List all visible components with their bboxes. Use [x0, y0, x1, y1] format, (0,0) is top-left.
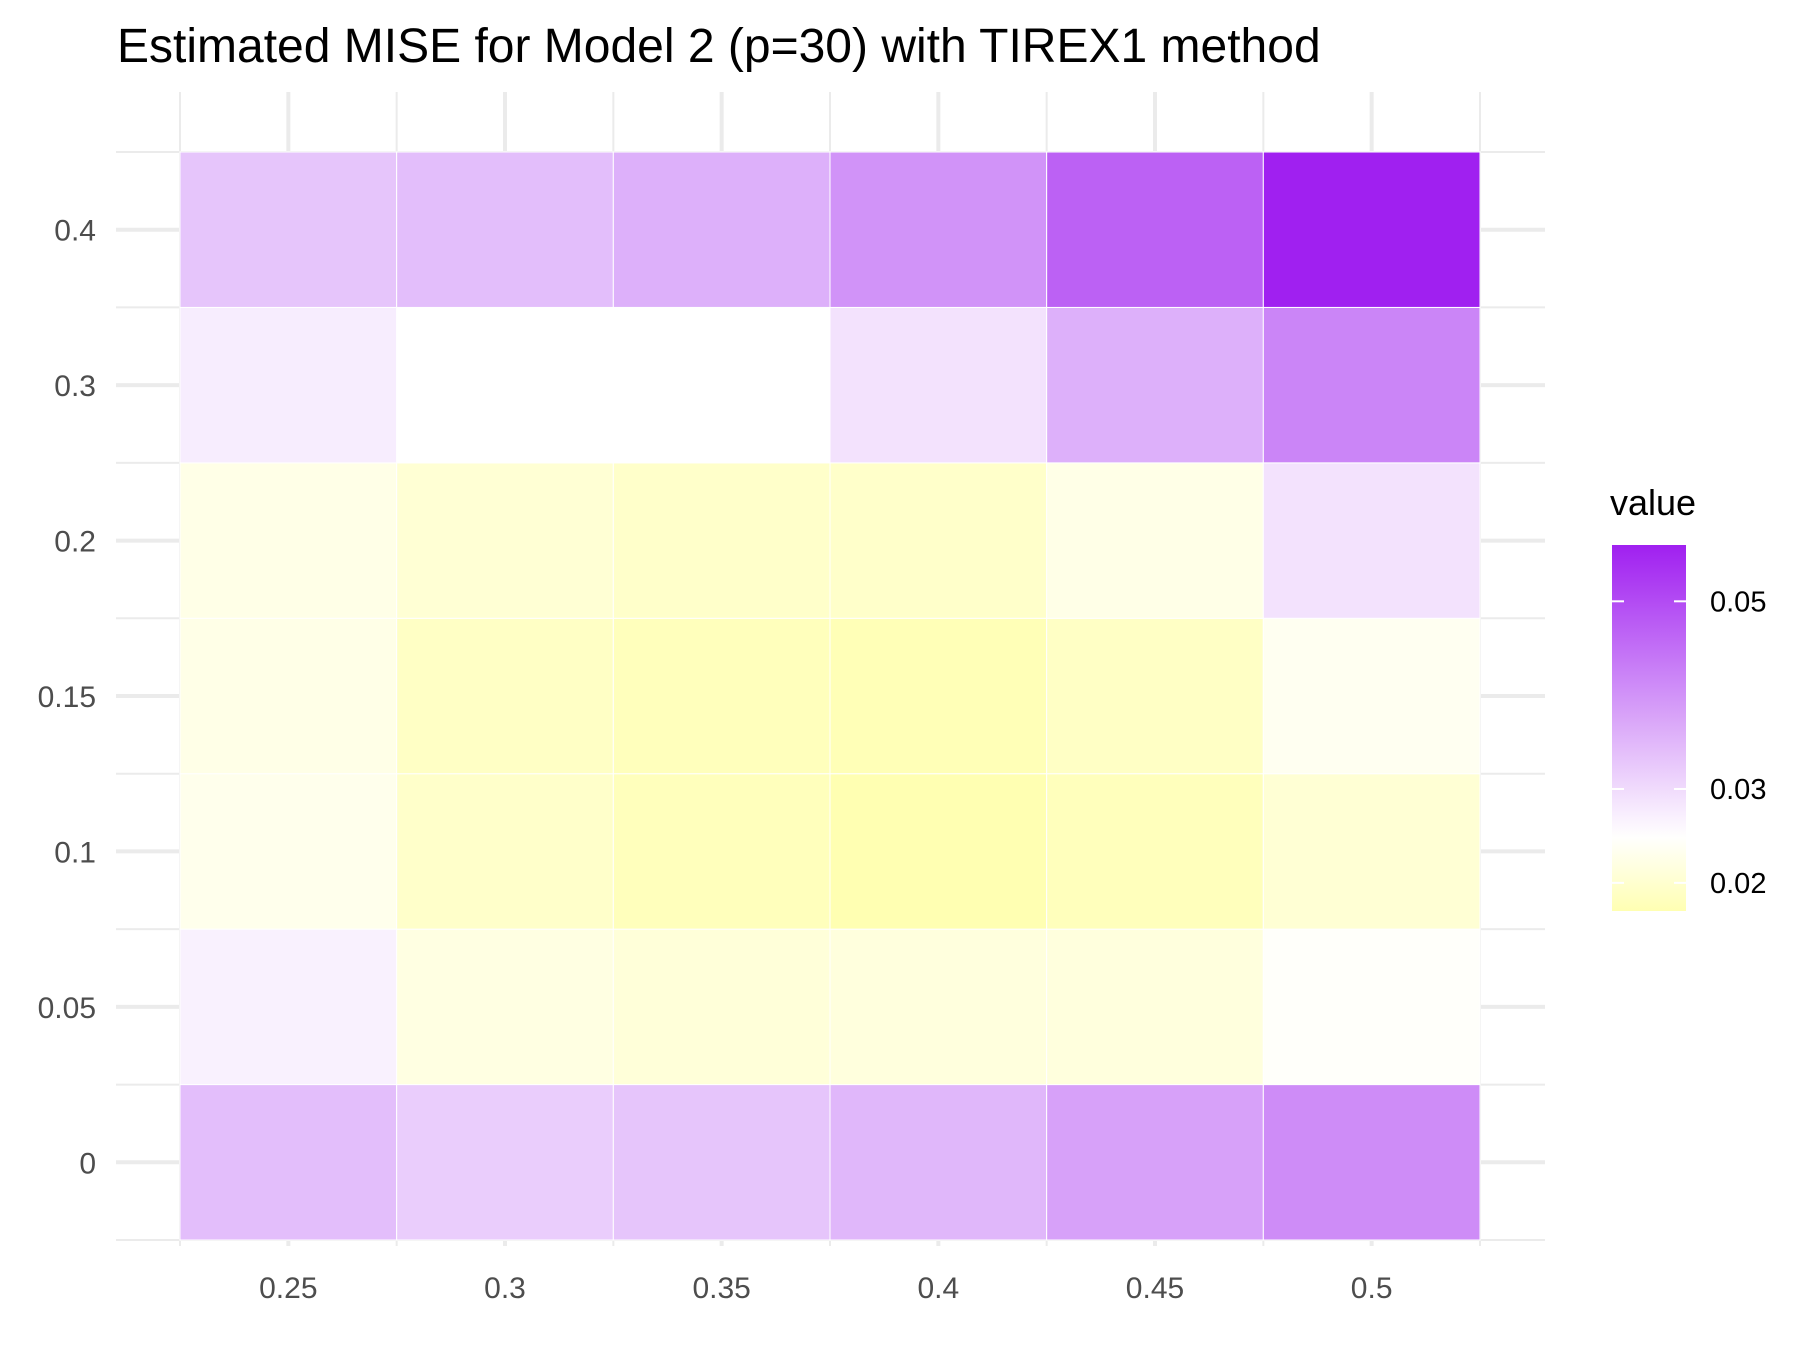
heatmap-cell: [829, 306, 1048, 464]
heatmap-cell: [1262, 462, 1481, 619]
y-tick-label: 0.1: [54, 836, 96, 869]
x-tick-label: 0.35: [692, 1272, 750, 1305]
y-tick-label: 0.3: [54, 370, 96, 403]
heatmap-cell: [1262, 773, 1481, 930]
y-tick-label: 0: [79, 1147, 96, 1180]
x-tick-label: 0.45: [1126, 1272, 1184, 1305]
legend-tick-label: 0.03: [1710, 774, 1766, 806]
heatmap-cell: [396, 617, 614, 775]
heatmap-cell: [1262, 617, 1481, 775]
heatmap-cell: [1046, 462, 1264, 619]
legend-ticks: 0.02 0.03 0.05: [1612, 586, 1766, 900]
y-tick-label: 0.05: [38, 992, 96, 1025]
heatmap-cell: [829, 928, 1048, 1086]
heatmap-cell: [396, 306, 614, 464]
heatmap-cell: [829, 151, 1048, 308]
heatmap-cell: [612, 151, 831, 308]
y-tick-label: 0.2: [54, 526, 96, 559]
heatmap-cell: [179, 928, 398, 1086]
x-tick-label: 0.3: [484, 1272, 526, 1305]
heatmap-cell: [829, 1084, 1048, 1241]
legend-tick-label: 0.05: [1710, 586, 1766, 618]
legend-colorbar: [1612, 545, 1686, 911]
x-tick-label: 0.4: [917, 1272, 959, 1305]
heatmap-cell: [396, 1084, 614, 1241]
heatmap-cell: [179, 151, 398, 308]
chart-title: Estimated MISE for Model 2 (p=30) with T…: [117, 20, 1321, 73]
heatmap-cell: [1262, 151, 1481, 308]
x-axis-ticks: 0.25 0.3 0.35 0.4 0.45 0.5: [259, 1272, 1392, 1305]
x-tick-label: 0.25: [259, 1272, 317, 1305]
legend-title: value: [1610, 482, 1696, 523]
heatmap-cell: [1046, 773, 1264, 930]
heatmap-cell: [1046, 928, 1264, 1086]
legend-tick-label: 0.02: [1710, 868, 1766, 900]
heatmap-cell: [829, 773, 1048, 930]
heatmap-cell: [396, 151, 614, 308]
heatmap-cell: [1046, 306, 1264, 464]
heatmap-cell: [1046, 1084, 1264, 1241]
heatmap-cell: [612, 617, 831, 775]
heatmap-cell: [829, 462, 1048, 619]
y-tick-label: 0.15: [38, 681, 96, 714]
heatmap-cell: [179, 462, 398, 619]
heatmap-cell: [829, 617, 1048, 775]
heatmap-cell: [1262, 306, 1481, 464]
heatmap-cell: [396, 462, 614, 619]
heatmap-cell: [612, 1084, 831, 1241]
heatmap-cell: [1262, 928, 1481, 1086]
heatmap-cell: [612, 773, 831, 930]
heatmap-cell: [179, 1084, 398, 1241]
heatmap-cells: [179, 151, 1481, 1241]
heatmap-cell: [179, 773, 398, 930]
heatmap-cell: [179, 617, 398, 775]
heatmap-cell: [396, 928, 614, 1086]
heatmap-cell: [1046, 617, 1264, 775]
heatmap-cell: [1262, 1084, 1481, 1241]
heatmap-cell: [612, 462, 831, 619]
heatmap-cell: [612, 306, 831, 464]
y-tick-label: 0.4: [54, 215, 96, 248]
color-legend: value 0.02 0.03 0.05: [1610, 482, 1766, 911]
heatmap-cell: [612, 928, 831, 1086]
heatmap-cell: [396, 773, 614, 930]
heatmap-cell: [179, 306, 398, 464]
heatmap-cell: [1046, 151, 1264, 308]
x-tick-label: 0.5: [1351, 1272, 1393, 1305]
y-axis-ticks: 0 0.05 0.1 0.15 0.2 0.3 0.4: [38, 215, 96, 1181]
